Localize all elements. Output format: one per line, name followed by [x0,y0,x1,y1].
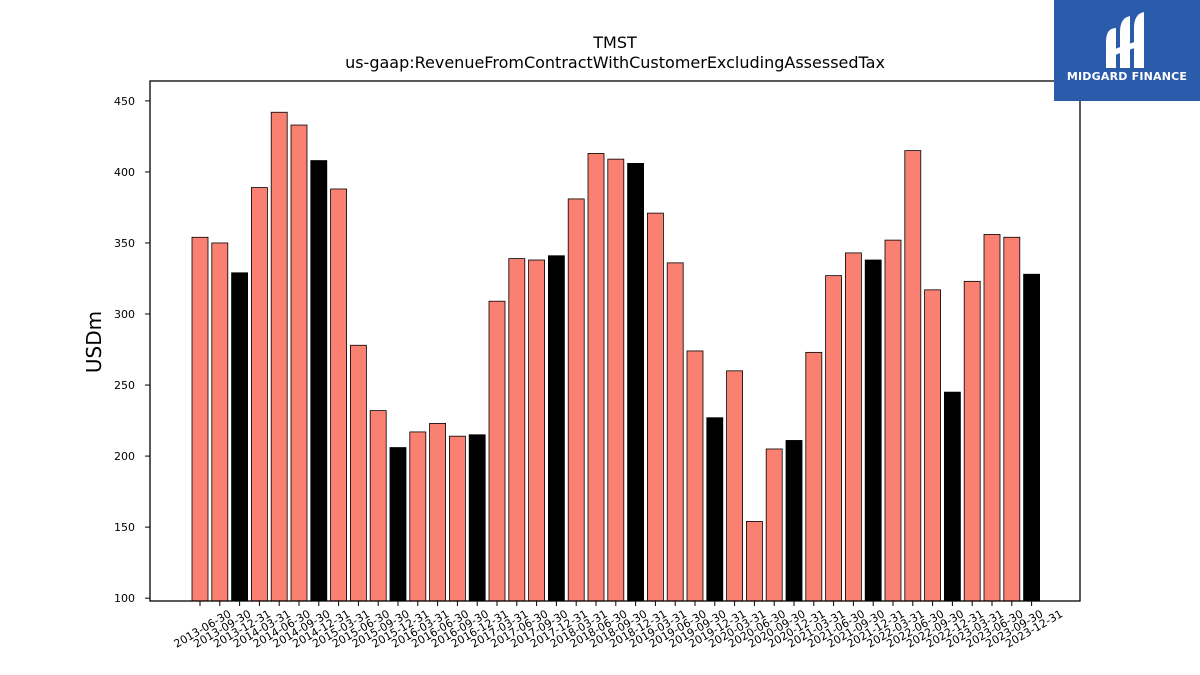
bar-2013-06-30 [191,236,209,602]
bar-2017-03-31 [488,300,506,602]
bar-2014-06-30 [270,111,288,602]
chart-subtitle: us-gaap:RevenueFromContractWithCustomerE… [345,53,885,72]
brand-logo: MIDGARD FINANCE [1054,0,1200,101]
bar-2013-12-31 [231,272,249,602]
bar-2020-03-31 [726,370,743,602]
bar-2022-09-30 [924,289,941,602]
y-tick-label: 300 [114,308,135,321]
bar-2016-09-30 [448,435,466,602]
logo-mark-icon [1106,12,1144,68]
bar-2015-09-30 [369,410,387,602]
bar-2023-09-30 [1003,236,1021,602]
x-axis-ticks: 2013-06-302013-09-302013-12-312014-03-31… [172,601,1065,651]
y-tick-label: 100 [114,592,135,605]
bar-2015-03-31 [330,188,348,602]
bar-2015-06-30 [349,344,367,602]
bar-2020-06-30 [746,521,763,602]
y-tick-label: 150 [114,521,135,534]
bar-2018-03-31 [567,198,585,602]
bar-2022-12-31 [944,391,961,602]
bar-2016-12-31 [468,434,486,602]
bar-2023-06-30 [983,234,1001,602]
bar-2019-06-30 [666,262,684,602]
bars-group [191,111,1040,602]
bar-2023-03-31 [963,280,981,602]
bar-2018-06-30 [587,153,605,602]
bar-2018-09-30 [607,158,625,602]
bar-2019-12-31 [706,417,724,602]
bar-2020-12-31 [785,440,803,602]
y-tick-label: 400 [114,166,135,179]
bar-2019-03-31 [647,212,664,602]
bar-2016-06-30 [429,423,447,602]
bar-2015-12-31 [389,447,407,602]
bar-2014-12-31 [310,160,328,602]
bar-2023-12-31 [1023,273,1040,602]
y-tick-label: 250 [114,379,135,392]
y-axis-ticks: 100 150 200 250 300 350 400 450 [114,95,150,605]
plot-frame [149,80,1081,602]
y-tick-label: 450 [114,95,135,108]
bar-2018-12-31 [627,163,644,602]
bar-2017-09-30 [528,259,545,602]
y-tick-label: 200 [114,450,135,463]
bar-2021-09-30 [845,252,862,602]
bar-2022-06-30 [904,150,922,602]
bar-2017-06-30 [508,258,526,602]
bar-2013-09-30 [211,242,229,602]
bar-2021-12-31 [864,259,882,602]
bar-2016-03-31 [409,431,427,602]
bar-2020-09-30 [765,448,783,602]
bar-2021-06-30 [825,275,842,602]
bar-2014-09-30 [290,124,308,602]
y-axis-label: USDm [82,311,106,373]
logo-text: MIDGARD FINANCE [1066,70,1188,83]
bar-2017-12-31 [548,255,565,602]
chart-title: TMST [592,33,637,52]
bar-2021-03-31 [805,351,823,602]
bar-2014-03-31 [250,187,268,602]
bar-2019-09-30 [686,350,704,602]
bar-2022-03-31 [884,239,902,602]
y-tick-label: 350 [114,237,135,250]
